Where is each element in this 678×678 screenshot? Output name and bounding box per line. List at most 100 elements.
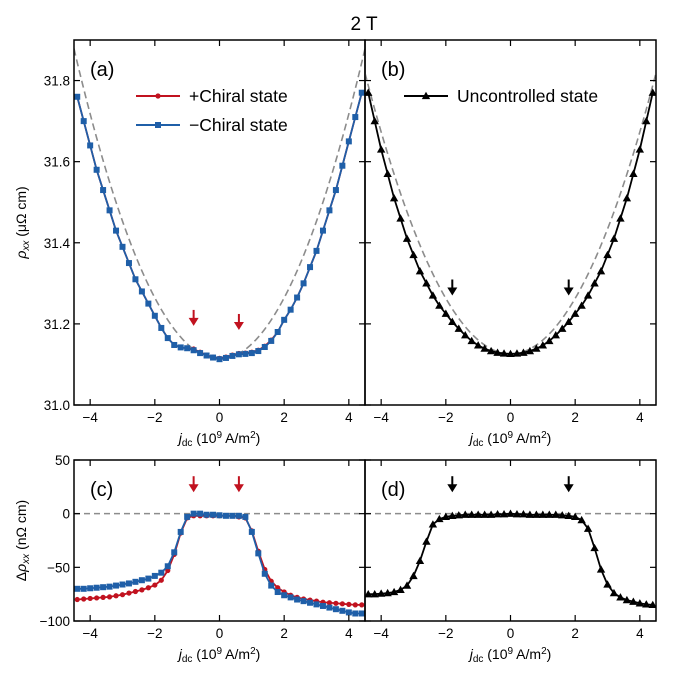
data-point	[603, 580, 612, 588]
data-point	[370, 589, 379, 598]
data-point	[538, 510, 548, 518]
x-tick-label: 2	[280, 410, 288, 425]
data-point	[532, 510, 541, 518]
arrow-marker-1-head	[233, 321, 244, 330]
panel-a: −4 −2 0 2 4 31.0 31.2 31.4 31.6 31.8 jdc (109 A/m2…	[13, 39, 366, 449]
data-point	[319, 602, 326, 609]
data-point	[389, 587, 399, 596]
data-point	[435, 301, 444, 309]
data-point	[603, 250, 612, 259]
data-point	[197, 510, 204, 517]
data-point	[467, 510, 476, 518]
data-point	[454, 511, 463, 519]
data-point	[448, 511, 457, 519]
data-point	[480, 344, 489, 352]
data-point	[345, 609, 352, 616]
data-point	[332, 187, 339, 194]
x-tick-label: 0	[216, 410, 224, 425]
data-point	[389, 193, 399, 202]
x-axis-label: jdc (109 A/m2)	[468, 430, 552, 449]
data-point	[564, 511, 573, 519]
data-point	[519, 510, 528, 518]
data-point	[345, 138, 352, 145]
data-point	[326, 207, 333, 214]
series-1	[74, 89, 365, 363]
data-point	[512, 349, 522, 357]
data-point	[106, 583, 113, 590]
panel-label: (d)	[381, 479, 405, 501]
arrow-marker-1	[233, 313, 244, 330]
legend-label: −Chiral state	[189, 115, 288, 135]
arrow-marker-0-head	[188, 484, 199, 493]
data-point	[570, 309, 580, 317]
y-tick-label: 0	[62, 507, 70, 522]
data-point	[158, 569, 165, 576]
data-point	[461, 331, 470, 339]
panel-label: (a)	[90, 59, 114, 81]
data-point	[629, 597, 638, 605]
data-point	[119, 592, 126, 598]
data-point	[132, 578, 139, 585]
data-point	[125, 260, 132, 267]
data-point	[635, 145, 645, 153]
data-point	[216, 356, 223, 363]
arrow-marker-0	[188, 476, 199, 493]
data-point	[151, 572, 158, 579]
data-point	[222, 512, 229, 519]
data-point	[138, 577, 145, 584]
data-point	[365, 589, 373, 598]
data-point	[145, 300, 152, 307]
data-point	[512, 510, 522, 518]
arrow-marker-1-head	[563, 287, 574, 296]
y-tick-label: 31.6	[44, 155, 70, 170]
data-point	[106, 594, 113, 600]
data-point	[473, 341, 483, 349]
data-point	[402, 581, 412, 589]
data-point	[268, 337, 275, 344]
data-point	[216, 512, 223, 519]
data-point	[326, 600, 333, 606]
data-point	[339, 607, 346, 614]
data-point	[268, 582, 275, 589]
data-point	[274, 329, 281, 335]
data-point	[409, 571, 418, 580]
data-point	[190, 510, 197, 517]
data-point	[87, 585, 94, 592]
x-tick-label: −2	[147, 626, 162, 641]
data-point	[106, 207, 113, 214]
data-point	[333, 600, 339, 606]
data-point	[551, 510, 560, 518]
data-point	[281, 316, 288, 323]
panel-d: −4 −2 0 2 4 jdc (109 A/m2) (d)	[364, 459, 657, 665]
data-point	[480, 510, 489, 518]
data-point	[171, 549, 178, 556]
data-point	[80, 585, 87, 592]
arrow-marker-0	[447, 279, 458, 296]
data-point	[313, 247, 320, 254]
x-tick-label: −2	[438, 626, 453, 641]
data-point	[190, 347, 197, 354]
x-tick-label: 0	[507, 626, 515, 641]
data-point	[616, 593, 625, 601]
data-point	[307, 264, 314, 271]
data-point	[261, 344, 268, 351]
data-point	[590, 543, 599, 552]
data-point	[642, 116, 651, 125]
data-point	[113, 227, 120, 234]
x-tick-label: −4	[82, 626, 98, 641]
data-point	[158, 577, 164, 583]
data-point	[274, 589, 281, 596]
x-tick-label: 4	[636, 410, 644, 425]
data-point	[177, 344, 184, 351]
data-point	[132, 588, 139, 595]
data-point	[648, 600, 656, 609]
data-point	[583, 524, 593, 532]
x-tick-label: −2	[438, 410, 453, 425]
data-point	[164, 335, 171, 342]
plot-frame	[364, 459, 657, 622]
data-point	[248, 350, 255, 357]
data-point	[358, 89, 365, 96]
data-point	[428, 520, 438, 528]
data-point	[583, 291, 593, 299]
